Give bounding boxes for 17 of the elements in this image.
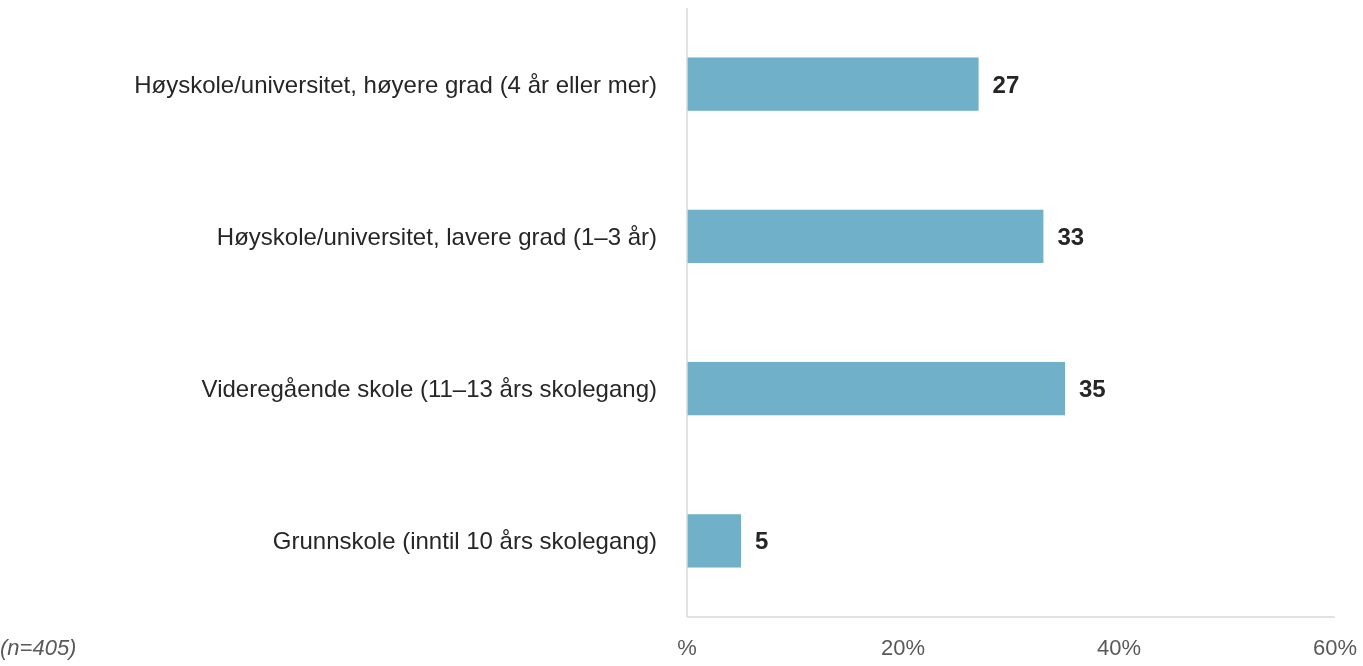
data-label: 33 — [1057, 222, 1085, 250]
bar — [687, 361, 1065, 416]
x-tick-label: 20% — [880, 635, 926, 660]
data-label: 27 — [992, 70, 1020, 98]
y-tick-label: Grunnskole (inntil 10 års skolegang) — [272, 527, 657, 555]
x-tick-label: 40% — [1096, 635, 1142, 660]
bar — [687, 57, 979, 111]
y-tick-label: Videregående skole (11–13 års skolegang) — [201, 375, 657, 403]
x-tick-label: % — [677, 635, 697, 660]
bar — [687, 209, 1044, 264]
text: (n=405) — [0, 635, 77, 660]
data-label: 5 — [755, 527, 769, 555]
bar — [687, 514, 741, 568]
y-tick-label: Høyskole/universitet, høyere grad (4 år eller mer) — [134, 70, 657, 98]
data-label: 35 — [1079, 375, 1106, 403]
x-tick-label: 60% — [1312, 635, 1358, 660]
y-tick-label: Høyskole/universitet, lavere grad (1–3 år) — [216, 222, 657, 250]
